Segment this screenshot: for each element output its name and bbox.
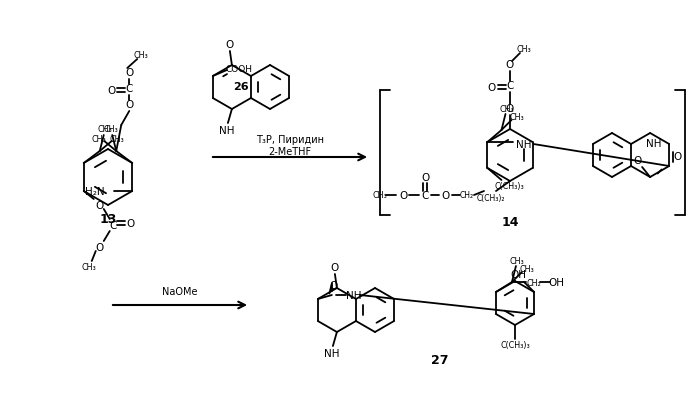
Text: O: O bbox=[673, 151, 682, 162]
Text: O: O bbox=[125, 100, 134, 110]
Text: CH₃: CH₃ bbox=[519, 264, 534, 273]
Text: OH: OH bbox=[548, 277, 564, 287]
Text: CH₃: CH₃ bbox=[104, 125, 119, 134]
Text: NH: NH bbox=[219, 126, 235, 136]
Text: CH₃: CH₃ bbox=[373, 191, 387, 200]
Text: CH₃: CH₃ bbox=[510, 256, 524, 265]
Text: CH₃: CH₃ bbox=[97, 125, 112, 134]
Text: CH₃: CH₃ bbox=[92, 134, 107, 143]
Text: C(CH₃)₂: C(CH₃)₂ bbox=[477, 193, 505, 202]
Text: O: O bbox=[488, 83, 496, 93]
Text: O: O bbox=[107, 86, 115, 96]
Text: NH: NH bbox=[346, 290, 361, 300]
Text: O: O bbox=[96, 243, 104, 252]
Text: 14: 14 bbox=[501, 216, 519, 229]
Text: CH₂: CH₂ bbox=[526, 278, 541, 287]
Text: O: O bbox=[506, 60, 514, 70]
Text: O: O bbox=[125, 68, 134, 78]
Text: O: O bbox=[633, 156, 641, 166]
Text: C: C bbox=[421, 190, 428, 200]
Text: O: O bbox=[127, 218, 135, 228]
Text: C: C bbox=[109, 220, 117, 230]
Text: CH₃: CH₃ bbox=[81, 263, 96, 272]
Text: CH₃: CH₃ bbox=[109, 134, 124, 143]
Text: O: O bbox=[442, 190, 450, 200]
Text: CH₃: CH₃ bbox=[499, 104, 514, 113]
Text: C: C bbox=[126, 84, 133, 94]
Text: T₃P, Пиридин: T₃P, Пиридин bbox=[256, 135, 324, 145]
Text: CH₃: CH₃ bbox=[509, 112, 524, 121]
Text: COOH: COOH bbox=[225, 65, 252, 74]
Text: 27: 27 bbox=[431, 354, 449, 367]
Text: NH: NH bbox=[324, 348, 340, 358]
Text: C: C bbox=[506, 81, 514, 91]
Text: OH: OH bbox=[510, 269, 526, 279]
Text: O: O bbox=[330, 280, 338, 290]
Text: O: O bbox=[331, 262, 339, 272]
Text: C(CH₃)₃: C(CH₃)₃ bbox=[500, 341, 530, 350]
Text: NH: NH bbox=[647, 139, 662, 149]
Text: CH₂: CH₂ bbox=[460, 191, 474, 200]
Text: O: O bbox=[226, 40, 234, 50]
Text: CH₃: CH₃ bbox=[134, 51, 149, 60]
Text: O: O bbox=[421, 173, 429, 183]
Text: H₂N: H₂N bbox=[85, 187, 104, 196]
Text: 26: 26 bbox=[233, 82, 249, 92]
Text: C(CH₃)₃: C(CH₃)₃ bbox=[495, 182, 524, 191]
Text: O: O bbox=[399, 190, 407, 200]
Text: NaOMe: NaOMe bbox=[162, 286, 198, 296]
Text: NH: NH bbox=[516, 140, 531, 149]
Text: O: O bbox=[506, 104, 514, 114]
Text: O: O bbox=[96, 200, 104, 211]
Text: 2-MeTHF: 2-MeTHF bbox=[268, 147, 312, 157]
Text: CH₃: CH₃ bbox=[517, 45, 531, 53]
Text: 13: 13 bbox=[99, 213, 117, 226]
